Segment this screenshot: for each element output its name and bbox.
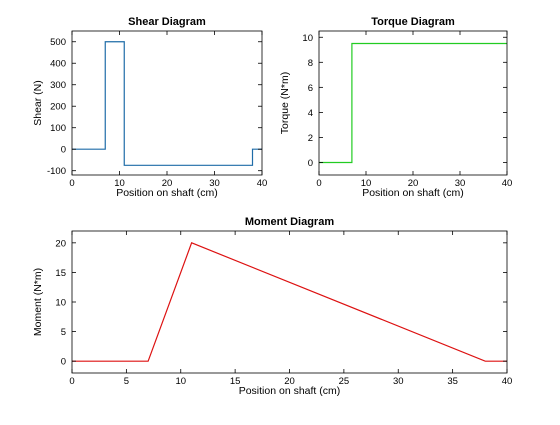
chart-2-x-tick-label: 10 bbox=[361, 178, 372, 189]
chart-3-y-axis-label: Moment (N*m) bbox=[32, 268, 44, 336]
chart-2-series-line bbox=[319, 42, 507, 164]
chart-2-axes-box bbox=[318, 30, 508, 176]
chart-1-y-tick-label: -100 bbox=[47, 166, 66, 177]
chart-3-y-tick-label: 5 bbox=[61, 327, 66, 338]
chart-2-y-axis-label: Torque (N*m) bbox=[279, 72, 291, 134]
chart-3-x-tick-label: 40 bbox=[502, 376, 513, 387]
chart-3-y-tick-label: 0 bbox=[61, 357, 66, 368]
chart-2-x-tick-label: 30 bbox=[455, 178, 466, 189]
chart-2-y-tick-label: 8 bbox=[308, 58, 313, 69]
chart-3-y-tick-label: 20 bbox=[55, 238, 66, 249]
chart-1-y-axis-label: Shear (N) bbox=[32, 80, 44, 126]
chart-1-x-axis-label: Position on shaft (cm) bbox=[116, 187, 218, 199]
chart-3-x-tick-label: 35 bbox=[447, 376, 458, 387]
chart-1-x-tick-label: 0 bbox=[69, 178, 74, 189]
chart-3: 0 5 10 15 20 25 30 35 40 0 5 10 15 20 Moment Diagram Po… bbox=[32, 216, 512, 397]
chart-2-x-tick-label: 20 bbox=[408, 178, 419, 189]
chart-1-series-line bbox=[72, 41, 262, 166]
chart-3-y-tick-label: 10 bbox=[55, 298, 66, 309]
chart-2-y-tick-label: 10 bbox=[302, 33, 313, 44]
chart-1-title: Shear Diagram bbox=[128, 16, 206, 28]
chart-3-x-tick-label: 5 bbox=[124, 376, 129, 387]
chart-2-y-tick-label: 6 bbox=[308, 83, 313, 94]
chart-1-axes-box bbox=[71, 30, 263, 176]
chart-2-x-axis-label: Position on shaft (cm) bbox=[362, 187, 464, 199]
chart-2-y-tick-label: 0 bbox=[308, 158, 313, 169]
chart-3-series-line bbox=[72, 242, 507, 362]
chart-3-x-tick-label: 10 bbox=[175, 376, 186, 387]
chart-1-y-tick-label: 300 bbox=[50, 80, 66, 91]
chart-3-x-tick-label: 15 bbox=[230, 376, 241, 387]
chart-3-x-tick-label: 20 bbox=[284, 376, 295, 387]
chart-2-title: Torque Diagram bbox=[371, 16, 455, 28]
chart-2-y-tick-label: 2 bbox=[308, 133, 313, 144]
chart-1-x-tick-label: 10 bbox=[114, 178, 125, 189]
chart-3-x-axis-label: Position on shaft (cm) bbox=[239, 385, 341, 397]
chart-2-y-tick-label: 4 bbox=[308, 108, 313, 119]
chart-2: 0 10 20 30 40 0 2 4 6 8 10 Torque Diagram Position o… bbox=[279, 16, 512, 199]
chart-1-y-tick-label: 0 bbox=[61, 145, 66, 156]
chart-2-x-tick-label: 40 bbox=[502, 178, 513, 189]
chart-3-y-tick-label: 15 bbox=[55, 268, 66, 279]
chart-2-x-tick-label: 0 bbox=[316, 178, 321, 189]
chart-1-y-tick-label: 500 bbox=[50, 37, 66, 48]
chart-1-x-tick-label: 30 bbox=[209, 178, 220, 189]
chart-3-axes-box bbox=[71, 230, 508, 374]
chart-1-x-tick-label: 40 bbox=[257, 178, 268, 189]
chart-1-y-tick-label: 400 bbox=[50, 59, 66, 70]
chart-3-title: Moment Diagram bbox=[245, 216, 334, 228]
chart-3-x-tick-label: 25 bbox=[339, 376, 350, 387]
chart-1-x-tick-label: 20 bbox=[162, 178, 173, 189]
chart-1-y-tick-label: 100 bbox=[50, 123, 66, 134]
chart-1-y-tick-label: 200 bbox=[50, 102, 66, 113]
chart-3-x-tick-label: 30 bbox=[393, 376, 404, 387]
chart-3-x-tick-label: 0 bbox=[69, 376, 74, 387]
